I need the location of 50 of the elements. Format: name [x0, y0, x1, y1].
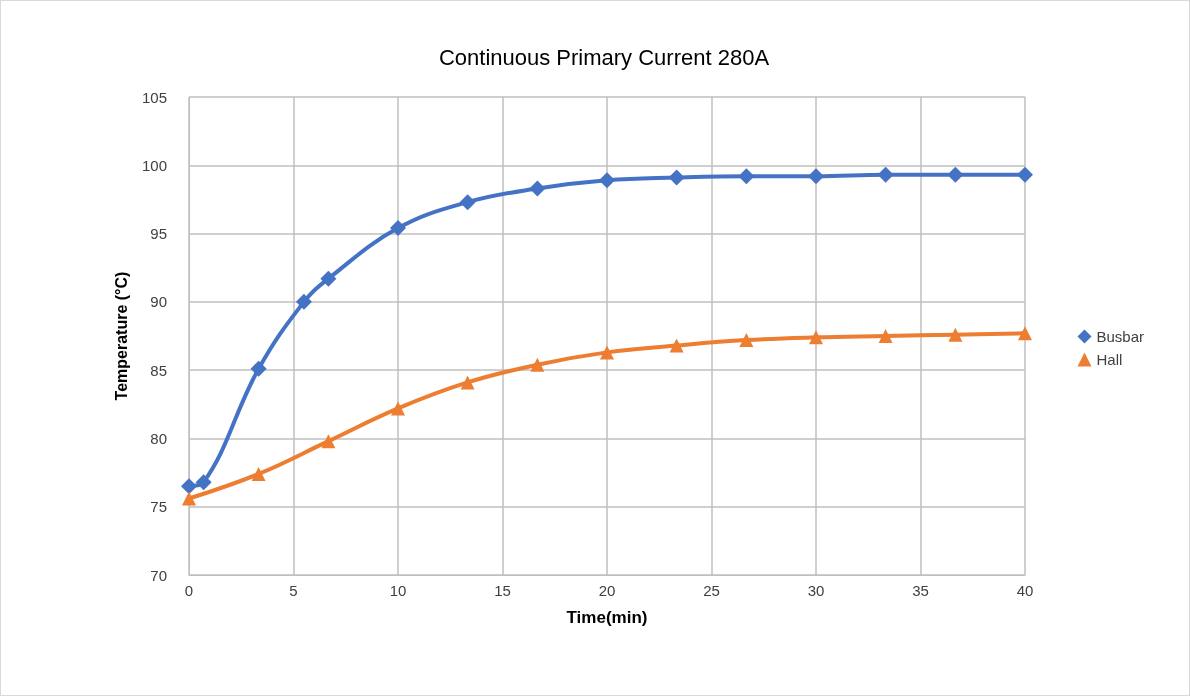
y-tick-label: 75 [150, 498, 167, 516]
point [390, 220, 406, 237]
point [808, 168, 824, 185]
y-tick-label: 105 [141, 88, 167, 106]
y-tick-label: 90 [150, 293, 167, 311]
point [182, 491, 196, 506]
point [195, 474, 212, 491]
x-tick-label: 30 [807, 582, 825, 599]
point [320, 270, 337, 287]
x-tick-label: 15 [494, 582, 511, 599]
y-tick-label: 95 [150, 225, 167, 243]
point [250, 360, 267, 377]
point [295, 293, 312, 310]
point [947, 166, 964, 183]
x-tick-label: 40 [1016, 582, 1034, 599]
y-tick-label: 80 [150, 429, 167, 447]
point [459, 194, 476, 211]
point [600, 345, 614, 360]
x-axis-title: Time(min) [566, 608, 648, 627]
point [599, 172, 615, 189]
x-tick-label: 35 [912, 582, 929, 599]
point [460, 375, 475, 390]
point [251, 466, 266, 481]
point [668, 169, 685, 186]
y-tick-label: 70 [150, 566, 167, 584]
point [739, 333, 754, 348]
point [878, 329, 893, 343]
point [877, 166, 894, 183]
x-tick-label: 25 [703, 582, 720, 599]
point [321, 434, 336, 449]
point [181, 478, 197, 495]
point [738, 168, 755, 185]
point [391, 401, 405, 416]
x-tick-label: 5 [289, 582, 298, 599]
x-tick-label: 10 [389, 582, 407, 599]
legend-label: Hall [1096, 351, 1123, 368]
point [948, 327, 963, 342]
y-tick-label: 100 [141, 156, 167, 174]
y-tick-label: 85 [150, 361, 167, 379]
chart-title: Continuous Primary Current 280A [438, 44, 770, 70]
legend-label: Busbar [1096, 328, 1144, 345]
x-tick-label: 20 [598, 582, 616, 599]
point [1017, 166, 1033, 183]
y-axis-title: Temperature (°C) [112, 271, 130, 401]
x-tick-label: 0 [184, 582, 194, 599]
point [669, 338, 684, 353]
point [529, 180, 546, 197]
point [530, 357, 545, 372]
point [809, 330, 823, 345]
point [1018, 326, 1032, 341]
